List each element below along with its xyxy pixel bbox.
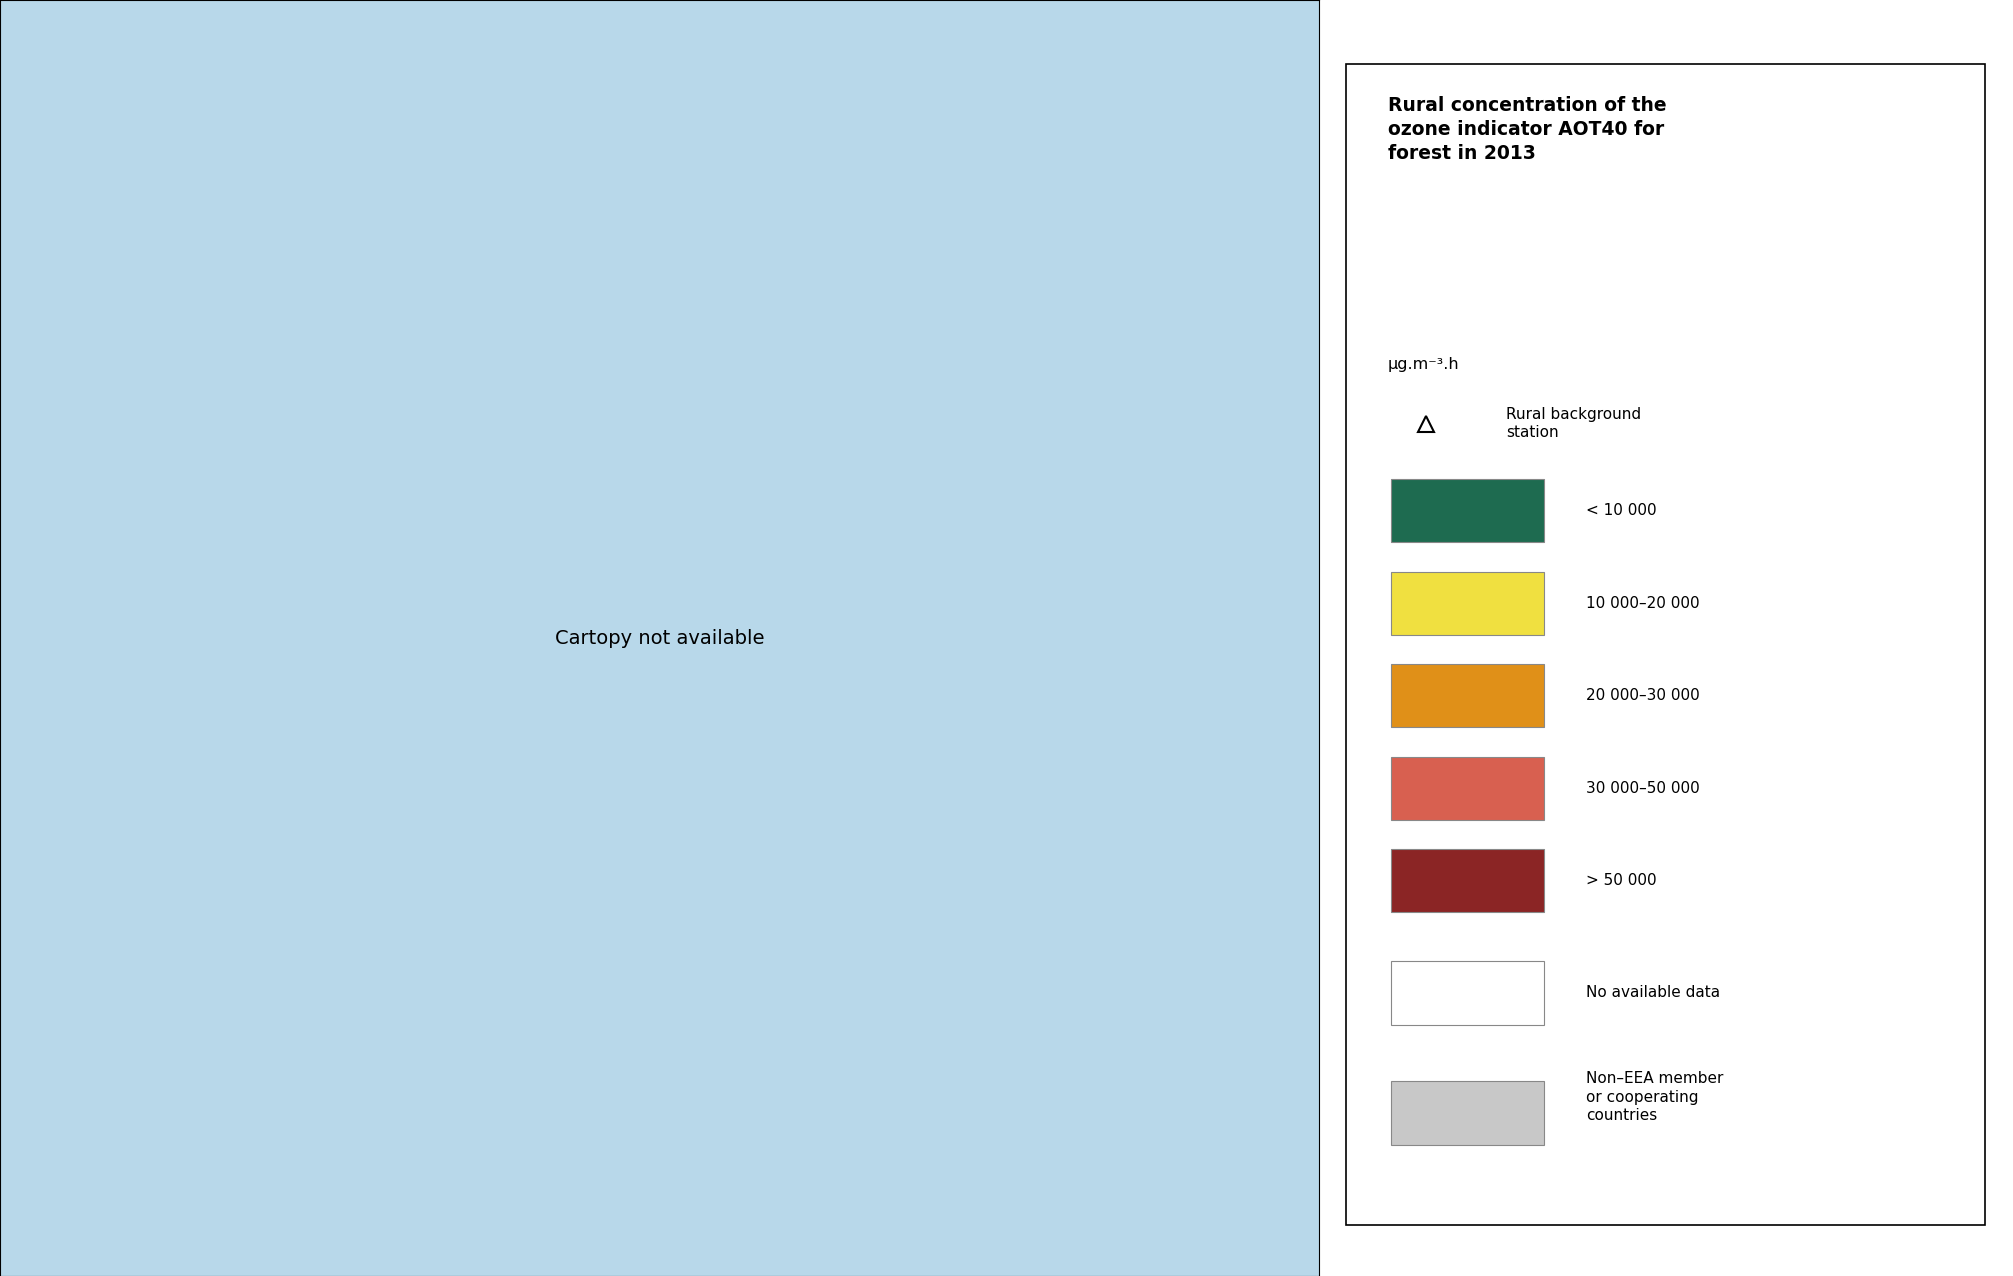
FancyBboxPatch shape [1347, 64, 1985, 1225]
Text: 10 000–20 000: 10 000–20 000 [1586, 596, 1699, 611]
Bar [1391, 961, 1544, 1025]
Bar [1391, 1081, 1544, 1145]
Text: Non–EEA member
or cooperating
countries: Non–EEA member or cooperating countries [1586, 1072, 1723, 1123]
Text: 20 000–30 000: 20 000–30 000 [1586, 688, 1699, 703]
Bar [1391, 849, 1544, 912]
Text: µg.m⁻³.h: µg.m⁻³.h [1389, 357, 1459, 373]
Bar [1391, 478, 1544, 542]
Text: No available data: No available data [1586, 985, 1719, 1000]
Bar [1391, 572, 1544, 635]
Text: > 50 000: > 50 000 [1586, 873, 1657, 888]
Text: 30 000–50 000: 30 000–50 000 [1586, 781, 1699, 796]
Text: Cartopy not available: Cartopy not available [554, 629, 765, 647]
Bar [1391, 757, 1544, 820]
Text: Rural concentration of the
ozone indicator AOT40 for
forest in 2013: Rural concentration of the ozone indicat… [1389, 96, 1667, 163]
Text: Rural background
station: Rural background station [1506, 407, 1641, 440]
Bar [1391, 664, 1544, 727]
Text: < 10 000: < 10 000 [1586, 503, 1657, 518]
